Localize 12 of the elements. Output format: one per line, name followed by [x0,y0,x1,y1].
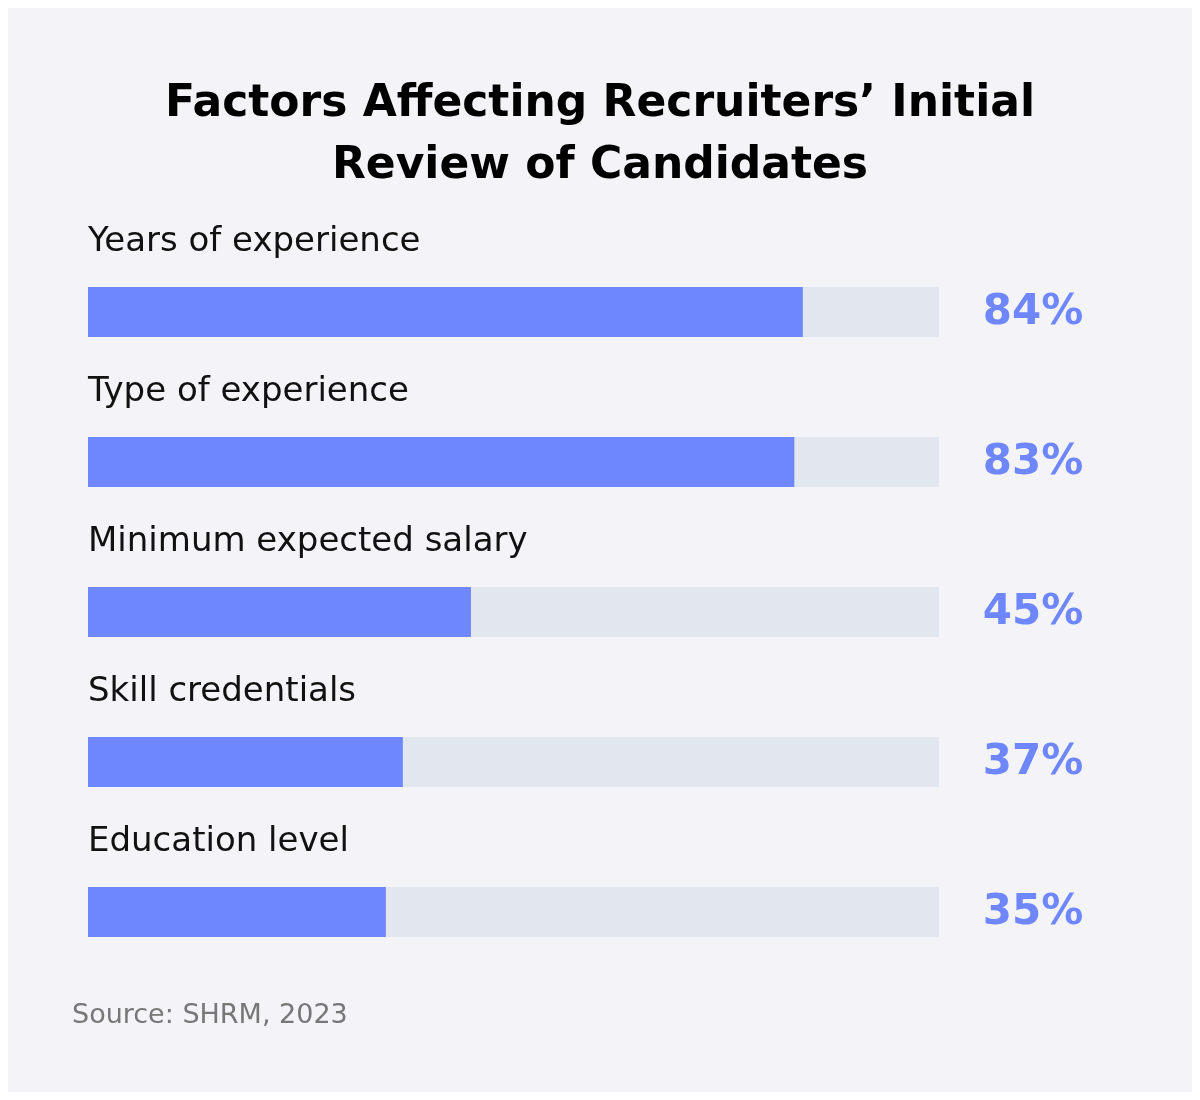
source-note: Source: SHRM, 2023 [72,998,348,1029]
y-tick-label: Education level [88,818,349,859]
y-tick-label: Skill credentials [88,668,357,709]
data-label: 37% [982,734,1084,784]
data-label: 84% [982,284,1084,334]
chart-title: Factors Affecting Recruiters’ Initial Review of Candidates [164,74,1036,190]
data-label: 35% [982,884,1084,934]
y-tick-label: Minimum expected salary [88,518,528,559]
y-tick-label: Years of experience [87,218,421,259]
data-label: 83% [982,434,1084,484]
y-tick-label: Type of experience [87,368,409,409]
data-label: 45% [982,584,1084,634]
